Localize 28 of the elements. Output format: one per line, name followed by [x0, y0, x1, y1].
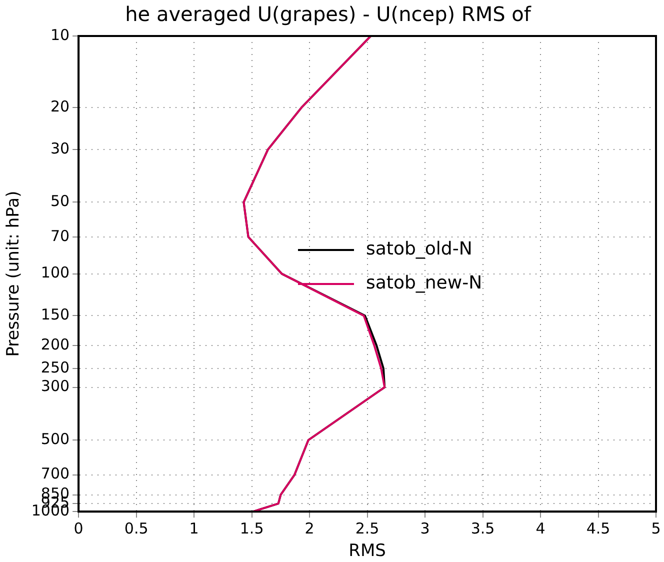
- x-tick-label: 3: [420, 519, 430, 538]
- y-tick-label: 10: [50, 26, 70, 44]
- y-tick-label: 250: [40, 358, 70, 376]
- x-tick-label: 0.5: [124, 519, 148, 538]
- x-tick-label: 1: [189, 519, 199, 538]
- y-tick-label: 20: [50, 97, 70, 116]
- chart-title: he averaged U(grapes) - U(ncep) RMS of: [125, 2, 532, 26]
- y-tick-label: 300: [40, 377, 70, 396]
- y-tick-label: 150: [40, 306, 70, 324]
- y-tick-label: 70: [50, 226, 70, 245]
- y-tick-label: 500: [40, 430, 70, 448]
- x-tick-label: 3.5: [470, 519, 495, 538]
- legend-label: satob_old-N: [366, 238, 472, 260]
- y-tick-label: 700: [40, 464, 70, 483]
- y-tick-label: 50: [50, 192, 70, 210]
- x-tick-label: 1.5: [240, 519, 264, 538]
- x-tick-label: 5: [651, 519, 661, 538]
- y-tick-label: 200: [40, 335, 70, 354]
- legend-label: satob_new-N: [366, 272, 482, 294]
- x-axis-title: RMS: [348, 541, 386, 562]
- y-tick-label: 30: [50, 139, 70, 158]
- y-tick-label: 100: [40, 264, 70, 282]
- x-tick-label: 0: [74, 519, 84, 538]
- x-tick-label: 4.5: [586, 519, 610, 538]
- x-tick-label: 2.5: [355, 519, 380, 538]
- x-tick-label: 2: [304, 519, 314, 538]
- x-tick-label: 4: [536, 519, 546, 538]
- y-axis-title: Pressure (unit: hPa): [4, 190, 24, 357]
